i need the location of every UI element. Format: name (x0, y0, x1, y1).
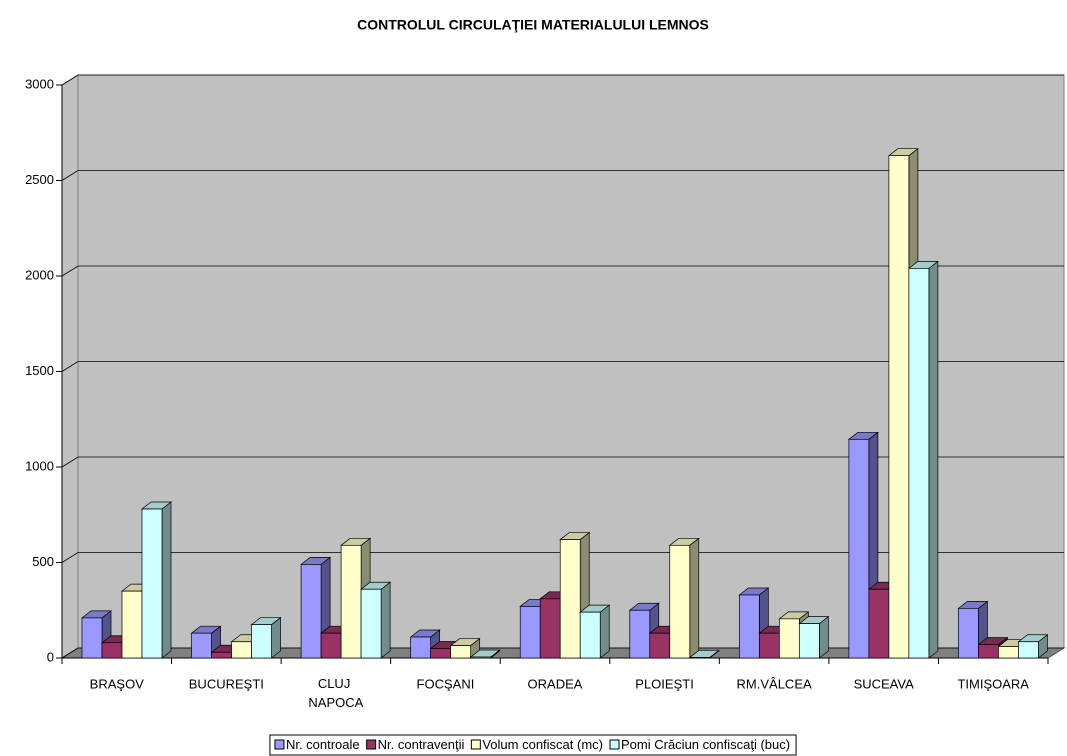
bar (190, 625, 222, 659)
bar-front (470, 656, 492, 659)
bar-front (1018, 641, 1039, 659)
legend-label: Nr. contravenţii (378, 737, 465, 752)
bar-front (868, 588, 890, 659)
y-tick-label: 2500 (25, 172, 54, 187)
bar-front (848, 438, 870, 659)
bar (469, 649, 501, 659)
legend-box (269, 734, 797, 756)
legend-label: Volum confiscat (mc) (482, 737, 603, 752)
grid-line (61, 74, 1064, 86)
bar-side (599, 604, 610, 659)
legend-label: Nr. controale (286, 737, 360, 752)
bar-front (360, 588, 382, 659)
bar-front (320, 632, 342, 659)
legend-swatch (609, 739, 620, 750)
bar-front (758, 632, 780, 659)
x-tick-label: FOCŞANI (417, 676, 475, 691)
legend-swatch (470, 739, 481, 750)
bar-front (101, 642, 123, 659)
bar-front (539, 598, 561, 659)
bar-front (81, 617, 103, 659)
bar (579, 604, 611, 659)
bar-front (340, 544, 362, 659)
legend-swatch (366, 739, 377, 750)
bar (80, 610, 113, 659)
bar-front (450, 645, 472, 659)
legend-label: Pomi Crăciun confiscaţi (buc) (621, 737, 790, 752)
bar (449, 637, 481, 659)
x-tick-label: BUCUREŞTI (189, 676, 264, 691)
x-tick-label: CLUJ NAPOCA (308, 676, 363, 710)
y-tick-label: 3000 (25, 76, 54, 91)
x-tick-label: SUCEAVA (854, 676, 915, 691)
bar-front (689, 657, 711, 659)
grid-line (61, 456, 1064, 468)
x-tick-label: BRAŞOV (90, 676, 145, 691)
bar-front (579, 611, 601, 659)
bar-front (978, 644, 999, 659)
bar-side (380, 581, 391, 659)
bar (250, 616, 282, 659)
bar-front (559, 539, 581, 659)
bar-front (738, 594, 760, 659)
y-tick-label: 1500 (25, 363, 54, 378)
bar-front (519, 606, 541, 659)
legend: Nr. controale Nr. contravenţii Volum confi… (269, 734, 797, 756)
bar (907, 260, 939, 659)
bar (798, 615, 830, 659)
x-tick-label: ORADEA (528, 676, 583, 691)
bar (668, 537, 700, 659)
bar-front (798, 623, 820, 659)
grid-line (61, 265, 1064, 277)
bar-front (121, 590, 143, 659)
legend-swatch (274, 739, 285, 750)
y-tick-label: 0 (47, 649, 54, 664)
bar (140, 501, 173, 659)
chart-title: CONTROLUL CIRCULAŢIEI MATERIALULUI LEMNO… (357, 17, 709, 33)
bar-front (191, 632, 212, 659)
bar-side (689, 537, 700, 659)
bar-front (410, 636, 432, 659)
bar-front (908, 268, 930, 659)
grid-line (61, 647, 1064, 659)
grid-line (61, 361, 1064, 372)
grid-line (61, 170, 1064, 181)
bar-front (629, 609, 651, 659)
bar-front (141, 508, 163, 659)
x-tick-label: PLOIEŞTI (635, 676, 694, 691)
bar-front (251, 624, 272, 659)
bar-side (161, 501, 172, 659)
bar (738, 587, 770, 659)
bar (688, 649, 720, 659)
bar-front (430, 648, 452, 659)
bar-front (669, 544, 691, 659)
bar-front (888, 155, 910, 659)
bar-front (778, 618, 800, 659)
grid-line (61, 552, 1064, 563)
bar-front (958, 607, 979, 659)
x-tick-label: RM.VÂLCEA (737, 676, 812, 691)
bar-front (231, 641, 252, 659)
bar (360, 581, 392, 659)
bar-front (211, 651, 232, 659)
bar (1017, 634, 1049, 659)
bar-side (928, 260, 939, 659)
bar-front (998, 646, 1019, 659)
y-tick-label: 1000 (25, 458, 54, 473)
y-tick-label: 500 (32, 554, 54, 569)
x-tick-label: TIMIŞOARA (957, 676, 1029, 691)
bar-front (649, 632, 671, 659)
bar-front (300, 564, 322, 659)
y-tick-label: 2000 (25, 267, 54, 282)
